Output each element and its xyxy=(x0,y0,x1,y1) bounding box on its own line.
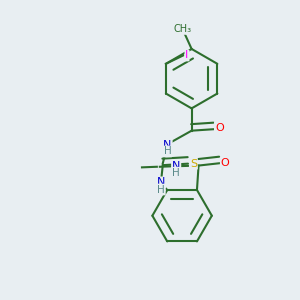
Text: I: I xyxy=(185,50,189,61)
Text: H: H xyxy=(164,146,171,157)
Text: N: N xyxy=(172,160,180,171)
Text: O: O xyxy=(221,158,230,168)
Text: H: H xyxy=(172,168,180,178)
Text: N: N xyxy=(163,140,172,150)
Text: CH₃: CH₃ xyxy=(174,24,192,34)
Text: S: S xyxy=(190,159,197,169)
Text: O: O xyxy=(215,123,224,133)
Text: H: H xyxy=(157,184,165,194)
Text: N: N xyxy=(157,177,165,188)
